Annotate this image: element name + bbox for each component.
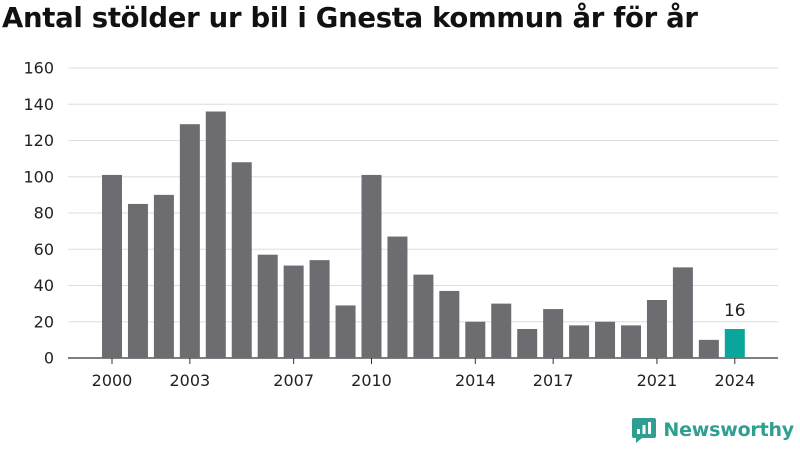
newsworthy-logo-icon: [632, 418, 657, 443]
bar-2018: [569, 325, 590, 358]
bar-2008: [309, 260, 330, 358]
bar-2009: [335, 305, 356, 358]
y-tick-label: 160: [23, 59, 54, 78]
bar-2019: [595, 321, 616, 358]
bar-2015: [491, 303, 512, 358]
x-tick-label: 2000: [92, 371, 133, 390]
bar-2001: [127, 203, 148, 358]
newsworthy-brand[interactable]: Newsworthy: [631, 416, 794, 444]
y-tick-label: 0: [44, 349, 54, 368]
x-tick-label: 2021: [637, 371, 678, 390]
bars: [102, 111, 745, 358]
bar-2014: [465, 321, 486, 358]
bar-2010: [361, 174, 382, 358]
bar-2002: [153, 194, 174, 358]
x-tick-label: 2014: [455, 371, 496, 390]
brand-name: Newsworthy: [663, 419, 794, 441]
y-tick-label: 40: [34, 276, 54, 295]
y-tick-label: 80: [34, 204, 54, 223]
bar-2023: [698, 339, 719, 358]
bar-2016: [517, 329, 538, 358]
bar-2017: [543, 309, 564, 358]
bar-2003: [179, 124, 200, 358]
bar-2006: [257, 254, 278, 358]
bar-2020: [621, 325, 641, 358]
bar-2021: [646, 300, 667, 358]
y-tick-label: 60: [34, 240, 54, 259]
bar-2005: [231, 162, 252, 358]
y-tick-label: 120: [23, 131, 54, 150]
y-tick-label: 20: [34, 312, 54, 331]
x-tick-label: 2024: [714, 371, 755, 390]
x-tick-label: 2010: [351, 371, 392, 390]
y-tick-label: 140: [23, 95, 54, 114]
bar-2012: [413, 274, 434, 358]
bar-2004: [205, 111, 226, 358]
x-axis-ticks: 2000 2003 2007 2010 2014 2017 2021 2024: [92, 358, 755, 390]
data-label: 16: [724, 301, 746, 321]
x-tick-label: 2017: [533, 371, 574, 390]
x-tick-label: 2007: [273, 371, 314, 390]
x-tick-label: 2003: [169, 371, 210, 390]
bar-2013: [439, 290, 460, 358]
bar-2022: [672, 267, 693, 358]
bar-2011: [387, 236, 408, 358]
chart-title: Antal stölder ur bil i Gnesta kommun år …: [2, 2, 698, 34]
data-labels: 16: [724, 301, 746, 321]
y-tick-label: 100: [23, 167, 54, 186]
bar-2000: [102, 174, 122, 358]
bar-2024: [724, 329, 745, 358]
bar-2007: [283, 265, 304, 358]
y-axis-ticks: 0 20 40 60 80 100 120 140 160: [23, 59, 54, 368]
